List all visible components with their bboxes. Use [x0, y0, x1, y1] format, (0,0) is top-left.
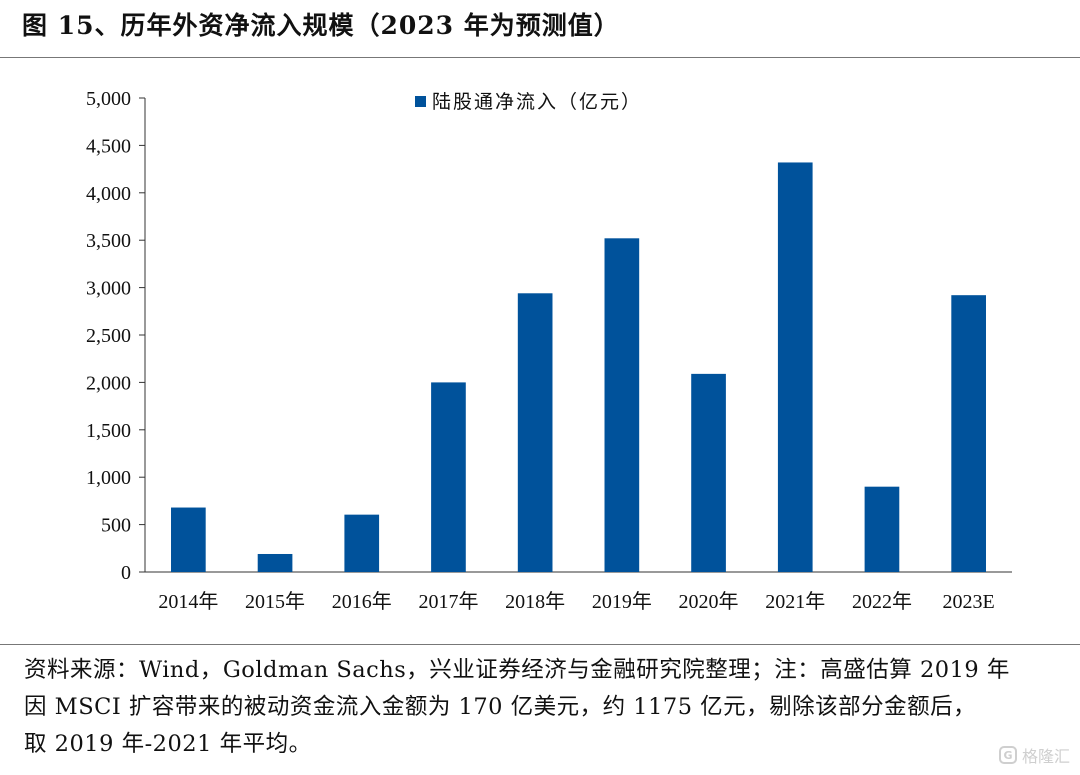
source-note-line-1: 资料来源：Wind，Goldman Sachs，兴业证券经济与金融研究院整理；注… — [24, 657, 1010, 683]
note-divider — [0, 644, 1080, 645]
figure-title: 图 15、历年外资净流入规模（2023 年为预测值） — [22, 11, 620, 40]
bar-chart: 0 500 1,000 1,500 2,000 2,500 3,000 3,500 4,000 4… — [86, 88, 1012, 613]
bar — [171, 507, 206, 572]
source-note-line-2: 因 MSCI 扩容带来的被动资金流入金额为 170 亿美元，约 1175 亿元，… — [24, 694, 977, 720]
x-tick-label: 2014年 — [158, 590, 218, 613]
x-tick-label: 2018年 — [505, 590, 565, 613]
gelonghui-logo-icon: G — [998, 746, 1017, 764]
legend: 陆股通净流入（亿元） — [415, 91, 642, 113]
bar — [864, 486, 900, 572]
bar — [951, 295, 986, 572]
watermark: G 格隆汇 — [998, 743, 1070, 767]
y-tick-label: 5,000 — [86, 88, 131, 110]
x-tick-label: 2022年 — [852, 590, 912, 613]
bar — [344, 514, 380, 572]
bar — [691, 373, 726, 572]
y-tick-label: 500 — [101, 515, 131, 537]
x-tick-label: 2016年 — [332, 590, 392, 613]
title-divider — [0, 57, 1080, 58]
x-axis: 2014年 2015年 2016年 2017年 2018年 2019年 2020年 2021年… — [145, 571, 1012, 613]
y-tick-label: 4,000 — [86, 183, 131, 205]
bar — [257, 553, 293, 572]
y-tick-label: 2,000 — [86, 372, 131, 394]
x-tick-label: 2015年 — [245, 590, 305, 613]
source-note-line-3: 取 2019 年-2021 年平均。 — [24, 731, 312, 757]
bar — [431, 382, 466, 572]
x-tick-label: 2017年 — [418, 590, 478, 613]
y-tick-label: 0 — [121, 562, 131, 584]
y-tick-label: 1,000 — [86, 467, 131, 489]
y-tick-label: 3,000 — [86, 278, 131, 300]
y-tick-label: 4,500 — [86, 135, 131, 157]
bars — [171, 162, 986, 573]
y-axis: 0 500 1,000 1,500 2,000 2,500 3,000 3,500 4,000 4… — [86, 88, 146, 584]
bar — [777, 162, 813, 573]
source-note: 资料来源：Wind，Goldman Sachs，兴业证券经济与金融研究院整理；注… — [24, 652, 1064, 763]
legend-label: 陆股通净流入（亿元） — [432, 91, 642, 113]
y-tick-label: 1,500 — [86, 420, 131, 442]
y-tick-label: 3,500 — [86, 230, 131, 252]
bar — [517, 293, 553, 572]
bar — [604, 238, 640, 572]
x-tick-label: 2020年 — [679, 590, 739, 613]
x-tick-label: 2021年 — [765, 590, 825, 613]
y-tick-label: 2,500 — [86, 325, 131, 347]
legend-swatch — [415, 96, 426, 107]
x-tick-label: 2023E — [943, 591, 995, 613]
x-tick-label: 2019年 — [592, 590, 652, 613]
watermark-text: 格隆汇 — [1021, 747, 1070, 766]
